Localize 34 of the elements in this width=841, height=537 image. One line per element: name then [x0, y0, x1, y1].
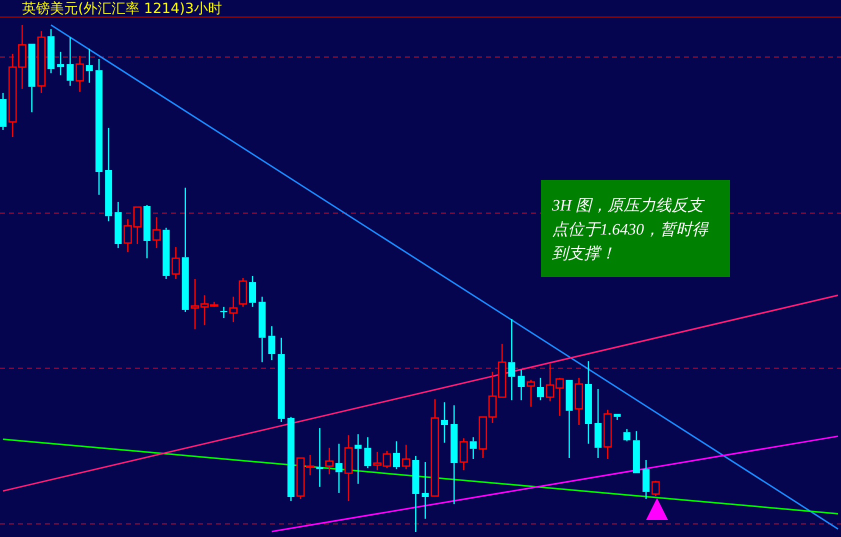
candlestick — [258, 296, 266, 363]
candlestick — [316, 427, 324, 488]
candlestick — [344, 434, 353, 502]
candlestick — [86, 48, 93, 84]
candlestick — [470, 436, 477, 460]
candlestick — [422, 461, 429, 520]
candlestick — [450, 404, 458, 505]
candlestick — [574, 377, 584, 426]
candlestick — [37, 30, 46, 94]
candlestick — [335, 443, 342, 494]
candlestick — [364, 436, 372, 469]
candlestick — [278, 337, 285, 423]
annotation: 3H 图，原压力线反支点位于1.6430，暂时得到支撑！ — [551, 196, 709, 262]
candlestick — [76, 55, 84, 93]
candlestick — [402, 444, 410, 470]
candlestick — [95, 58, 102, 196]
chart-title: 英镑美元(外汇汇率 1214)3小时 — [22, 1, 222, 17]
candlestick — [229, 296, 238, 323]
candlestick — [325, 447, 334, 475]
candlestick — [508, 318, 516, 401]
candlestick — [584, 360, 592, 444]
candlestick — [66, 36, 74, 86]
candlestick — [182, 187, 189, 313]
candlestick — [518, 369, 525, 401]
candlestick — [162, 227, 170, 280]
candlestick — [412, 455, 420, 533]
candlestick — [268, 326, 276, 361]
candlestick — [354, 434, 362, 484]
candlestick — [623, 428, 630, 442]
candlestick — [114, 201, 122, 249]
candlestick — [172, 246, 180, 280]
candlestick — [440, 402, 448, 444]
candlestick — [460, 438, 468, 471]
candlestick — [594, 388, 602, 459]
